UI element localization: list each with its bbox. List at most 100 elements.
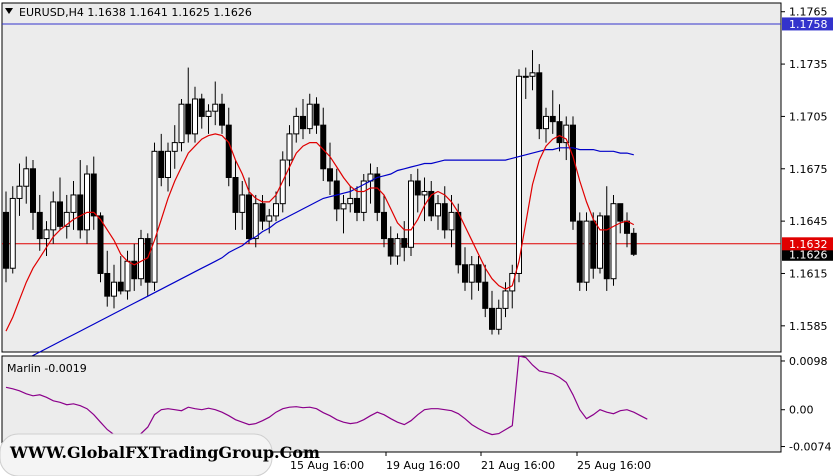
candle bbox=[259, 194, 266, 230]
price-tick-label: 1.1735 bbox=[789, 58, 828, 71]
indicator-tick-label: 0.00 bbox=[789, 404, 814, 417]
bear-candle-body bbox=[117, 281, 124, 292]
bull-candle-body bbox=[192, 98, 198, 135]
candle bbox=[387, 226, 394, 265]
bear-candle-body bbox=[374, 173, 381, 213]
bull-candle-body bbox=[563, 124, 570, 144]
candle bbox=[455, 203, 462, 274]
current-price-label: 1.1626 bbox=[782, 247, 833, 261]
candle bbox=[232, 160, 239, 230]
candle bbox=[502, 282, 509, 318]
bear-candle-body bbox=[104, 272, 111, 297]
candle bbox=[563, 116, 570, 161]
candle bbox=[23, 156, 30, 204]
bear-candle-body bbox=[3, 211, 9, 269]
candle bbox=[165, 142, 171, 192]
bear-candle-body bbox=[225, 124, 232, 178]
resistance-price-label: 1.1758 bbox=[782, 17, 833, 31]
candle bbox=[408, 174, 414, 257]
bull-candle-body bbox=[293, 115, 300, 135]
bull-candle-body bbox=[151, 150, 158, 283]
bull-candle-body bbox=[70, 194, 77, 213]
bear-candle-body bbox=[158, 150, 165, 178]
candle bbox=[300, 98, 306, 140]
bear-candle-body bbox=[327, 168, 333, 182]
bull-candle-body bbox=[502, 290, 509, 309]
candle bbox=[617, 203, 624, 234]
candle bbox=[522, 67, 529, 99]
candle bbox=[266, 208, 273, 234]
candle bbox=[198, 93, 205, 129]
bear-candle-body bbox=[462, 264, 468, 283]
candle bbox=[36, 194, 43, 251]
candle bbox=[468, 256, 475, 300]
candle bbox=[246, 177, 252, 244]
candle bbox=[90, 156, 97, 230]
time-tick-label: 15 Aug 16:00 bbox=[290, 459, 364, 472]
bull-candle-body bbox=[340, 203, 347, 210]
bull-candle-body bbox=[205, 110, 212, 117]
bear-candle-body bbox=[232, 177, 239, 213]
bear-candle-body bbox=[57, 201, 63, 227]
bear-candle-body bbox=[246, 194, 252, 240]
candle bbox=[509, 264, 516, 309]
bull-candle-body bbox=[597, 215, 603, 269]
candle bbox=[340, 194, 347, 234]
price-tick-label: 1.1615 bbox=[789, 267, 828, 280]
watermark-badge bbox=[0, 433, 273, 476]
candle bbox=[516, 69, 522, 283]
candle bbox=[475, 256, 482, 291]
candle bbox=[57, 177, 63, 230]
bull-candle-body bbox=[516, 75, 522, 274]
candle bbox=[3, 191, 9, 283]
candle bbox=[212, 81, 219, 126]
candle bbox=[252, 194, 259, 248]
candle bbox=[205, 104, 212, 134]
bull-candle-body bbox=[239, 194, 246, 213]
fast-moving-average-line bbox=[5, 133, 635, 332]
bull-candle-body bbox=[212, 103, 219, 112]
candle bbox=[77, 160, 84, 239]
candle bbox=[43, 221, 50, 257]
candle bbox=[239, 180, 246, 230]
bull-candle-body bbox=[522, 75, 529, 78]
candle bbox=[603, 186, 610, 291]
bear-candle-body bbox=[97, 215, 104, 274]
candle bbox=[576, 212, 583, 291]
bull-candle-body bbox=[50, 201, 57, 231]
bull-candle-body bbox=[273, 203, 279, 217]
candle bbox=[543, 107, 549, 143]
bull-candle-body bbox=[347, 197, 354, 205]
bear-candle-body bbox=[77, 194, 84, 231]
candle bbox=[178, 98, 185, 152]
bear-candle-body bbox=[489, 307, 495, 330]
candle bbox=[630, 228, 637, 257]
candle bbox=[131, 243, 138, 291]
candle bbox=[225, 107, 232, 187]
bear-candle-body bbox=[590, 220, 597, 269]
candle bbox=[536, 64, 543, 140]
candle bbox=[192, 86, 198, 143]
bear-candle-body bbox=[441, 203, 448, 231]
slow-moving-average-line bbox=[5, 147, 634, 371]
candle bbox=[327, 142, 333, 195]
collapse-triangle-icon[interactable] bbox=[5, 8, 13, 14]
bull-candle-body bbox=[610, 203, 617, 280]
bear-candle-body bbox=[414, 180, 421, 196]
bull-candle-body bbox=[171, 142, 178, 152]
candle bbox=[293, 107, 300, 143]
price-tick-label: 1.1645 bbox=[789, 215, 828, 228]
bull-candle-body bbox=[543, 115, 549, 130]
candle bbox=[185, 67, 192, 143]
bull-candle-body bbox=[495, 307, 502, 330]
bull-candle-body bbox=[468, 264, 475, 283]
bull-candle-body bbox=[583, 220, 590, 283]
time-axis: 15 Aug 16:00 19 Aug 16:00 21 Aug 16:00 25 A… bbox=[289, 452, 651, 472]
indicator-tick-label: 0.0098 bbox=[789, 355, 828, 368]
candle bbox=[401, 221, 408, 262]
bull-candle-body bbox=[252, 203, 259, 240]
bear-candle-body bbox=[313, 103, 320, 126]
bear-candle-body bbox=[455, 211, 462, 266]
bear-candle-body bbox=[556, 121, 563, 144]
